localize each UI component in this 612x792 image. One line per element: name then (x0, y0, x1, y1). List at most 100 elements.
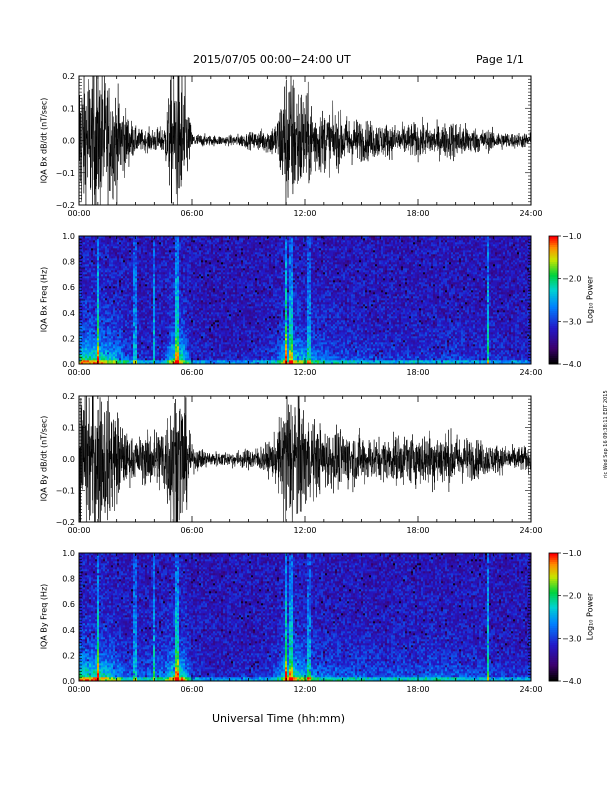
spectrogram-cell (99, 310, 102, 313)
spectrogram-cell (177, 252, 180, 255)
spectrogram-cell (131, 268, 134, 271)
spectrogram-cell (97, 346, 100, 349)
spectrogram-cell (219, 274, 222, 277)
spectrogram-cell (191, 328, 194, 331)
spectrogram-cell (201, 352, 204, 355)
spectrogram-cell (221, 342, 224, 345)
spectrogram-cell (161, 356, 164, 359)
spectrogram-cell (79, 326, 82, 329)
spectrogram-cell (205, 318, 208, 321)
spectrogram-cell (161, 294, 164, 297)
plot-frame (78, 75, 532, 206)
spectrogram-cell (149, 264, 152, 267)
spectrogram-cell (149, 326, 152, 329)
spectrogram-cell (97, 242, 100, 245)
spectrogram-cell (151, 300, 154, 303)
spectrogram-cell (197, 318, 200, 321)
spectrogram-cell (169, 256, 172, 259)
spectrogram-cell (199, 264, 202, 267)
spectrogram-cell (143, 240, 146, 243)
spectrogram-cell (95, 352, 98, 355)
spectrogram-cell (93, 262, 96, 265)
spectrogram-cell (151, 256, 154, 259)
spectrogram-cell (167, 298, 170, 301)
spectrogram-cell (209, 310, 212, 313)
spectrogram-cell (101, 264, 104, 267)
spectrogram-cell (167, 254, 170, 257)
spectrogram-cell (153, 248, 156, 251)
spectrogram-cell (179, 306, 182, 309)
spectrogram-cell (141, 304, 144, 307)
spectrogram-cell (211, 260, 214, 263)
spectrogram-cell (189, 284, 192, 287)
spectrogram-cell (193, 340, 196, 343)
spectrogram-cell (197, 354, 200, 357)
spectrogram-cell (199, 296, 202, 299)
spectrogram-cell (115, 352, 118, 355)
spectrogram-cell (149, 332, 152, 335)
spectrogram-cell (201, 358, 204, 361)
spectrogram-cell (95, 256, 98, 259)
spectrogram-cell (187, 346, 190, 349)
spectrogram-cell (187, 352, 190, 355)
spectrogram-cell (139, 278, 142, 281)
spectrogram-cell (213, 334, 216, 337)
spectrogram-cell (209, 334, 212, 337)
spectrogram-cell (213, 308, 216, 311)
spectrogram-cell (113, 328, 116, 331)
spectrogram-cell (121, 308, 124, 311)
spectrogram-cell (209, 324, 212, 327)
spectrogram-cell (223, 258, 226, 261)
spectrogram-cell (171, 246, 174, 249)
spectrogram-cell (123, 342, 126, 345)
spectrogram-cell (107, 302, 110, 305)
spectrogram-cell (163, 314, 166, 317)
spectrogram-cell (131, 294, 134, 297)
spectrogram-cell (117, 278, 120, 281)
spectrogram-cell (109, 246, 112, 249)
spectrogram-cell (153, 294, 156, 297)
spectrogram-cell (123, 266, 126, 269)
spectrogram-cell (229, 316, 232, 319)
spectrogram-cell (95, 268, 98, 271)
spectrogram-cell (137, 320, 140, 323)
spectrogram-cell (165, 242, 168, 245)
spectrogram-cell (193, 278, 196, 281)
spectrogram-cell (125, 272, 128, 275)
spectrogram-cell (123, 292, 126, 295)
spectrogram-cell (203, 268, 206, 271)
spectrogram-cell (159, 250, 162, 253)
spectrogram-cell (87, 250, 90, 253)
spectrogram-cell (121, 236, 124, 239)
spectrogram-cell (153, 240, 156, 243)
spectrogram-cell (153, 358, 156, 361)
spectrogram-cell (199, 302, 202, 305)
spectrogram-cell (221, 296, 224, 299)
spectrogram-cell (137, 306, 140, 309)
spectrogram-cell (209, 352, 212, 355)
spectrogram-cell (219, 346, 222, 349)
spectrogram-cell (157, 348, 160, 351)
spectrogram-cell (129, 258, 132, 261)
spectrogram-cell (81, 262, 84, 265)
spectrogram-cell (217, 290, 220, 293)
spectrogram-cell (103, 242, 106, 245)
spectrogram-cell (137, 308, 140, 311)
spectrogram-cell (111, 266, 114, 269)
spectrogram-cell (221, 238, 224, 241)
spectrogram-cell (155, 358, 158, 361)
spectrogram-cell (109, 312, 112, 315)
spectrogram-cell (201, 340, 204, 343)
spectrogram-cell (179, 258, 182, 261)
spectrogram-cell (173, 310, 176, 313)
spectrogram-cell (105, 268, 108, 271)
spectrogram-cell (215, 336, 218, 339)
spectrogram-cell (89, 292, 92, 295)
spectrogram-cell (79, 362, 82, 365)
spectrogram-cell (229, 264, 232, 267)
spectrogram-cell (185, 256, 188, 259)
spectrogram-cell (147, 320, 150, 323)
spectrogram-cell (223, 260, 226, 263)
spectrogram-cell (137, 318, 140, 321)
spectrogram-cell (135, 352, 138, 355)
